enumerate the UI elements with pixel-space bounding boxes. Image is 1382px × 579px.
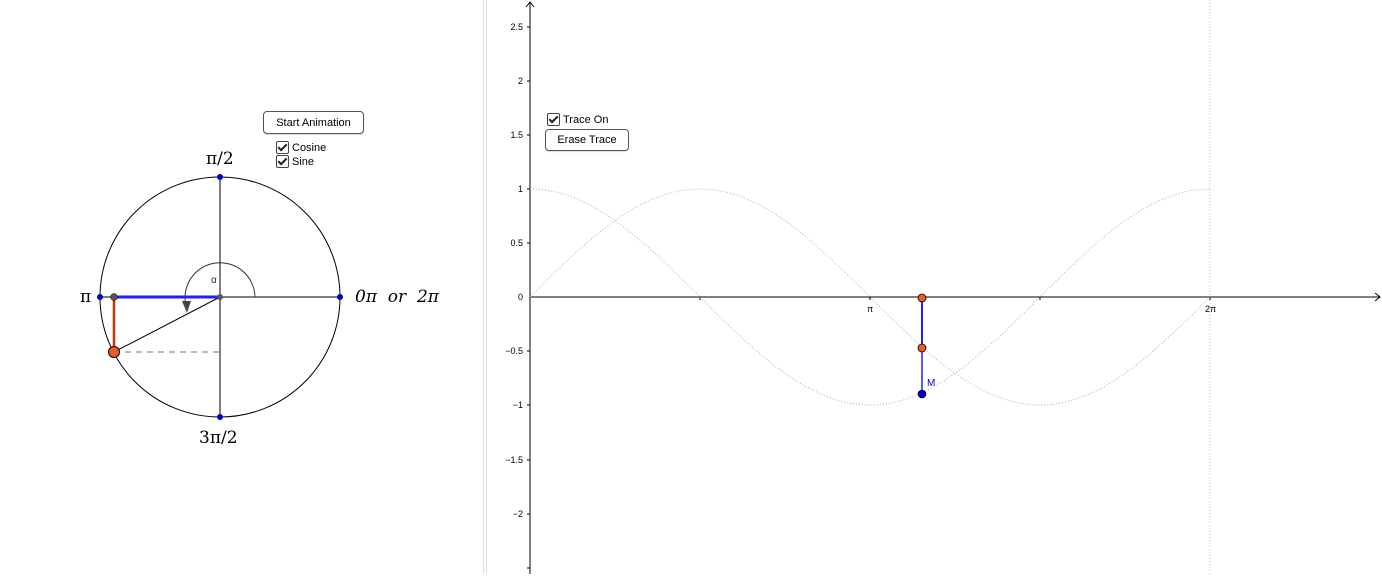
y-axis-ticks: 2.5 2 1.5 1 0.5 0 −0.5 −1 −1.5 −2 — [505, 22, 530, 569]
label-pi-over-2: π/2 — [206, 149, 234, 169]
y-tick-label: 2 — [518, 76, 523, 86]
x-tick-label: 2π — [1205, 304, 1216, 314]
point-on-x-axis — [917, 293, 927, 303]
angle-label: α — [211, 275, 217, 286]
label-zero-or-2pi: 0π or 2π — [355, 287, 440, 307]
erase-trace-button[interactable]: Erase Trace — [545, 129, 629, 151]
start-animation-button[interactable]: Start Animation — [263, 111, 364, 134]
sine-trace-curve — [529, 188, 1211, 406]
y-tick-label: 1 — [518, 184, 523, 194]
point-M-label: M — [927, 378, 935, 389]
trace-on-label: Trace On — [563, 113, 609, 126]
view-divider[interactable] — [478, 0, 490, 574]
sine-checkbox-label: Sine — [292, 155, 315, 168]
checkbox-checked-icon[interactable] — [547, 113, 560, 126]
cosine-checkbox[interactable]: Cosine — [276, 141, 326, 154]
x-axis-arrow-icon — [1374, 292, 1381, 302]
point-cos-foot — [110, 293, 118, 301]
y-tick-label: 2.5 — [510, 22, 523, 32]
point-M — [917, 389, 927, 399]
angle-arrow-icon — [182, 301, 191, 313]
label-3pi-over-2: 3π/2 — [199, 428, 238, 448]
point-bottom — [217, 414, 223, 420]
y-axis-arrow-icon — [525, 1, 535, 8]
divider-line — [483, 0, 484, 574]
x-axis-ticks: π 2π — [699, 297, 1216, 314]
point-right — [337, 294, 343, 300]
y-tick-label: −2 — [513, 509, 523, 519]
point-left — [97, 294, 103, 300]
function-graph-view[interactable]: 2.5 2 1.5 1 0.5 0 −0.5 −1 −1.5 −2 π 2π — [490, 0, 1382, 574]
point-origin — [217, 294, 223, 300]
point-top — [217, 174, 223, 180]
label-pi: π — [80, 287, 91, 307]
checkbox-checked-icon[interactable] — [276, 155, 289, 168]
y-tick-label: 0.5 — [510, 238, 523, 248]
divider-line — [486, 0, 487, 574]
point-sine-value — [917, 343, 927, 353]
function-graph-canvas[interactable]: 2.5 2 1.5 1 0.5 0 −0.5 −1 −1.5 −2 π 2π — [490, 0, 1382, 574]
point-on-circle[interactable] — [108, 346, 120, 358]
y-tick-label: 1.5 — [510, 130, 523, 140]
trace-on-checkbox[interactable]: Trace On — [547, 113, 608, 126]
cosine-checkbox-label: Cosine — [292, 141, 327, 154]
sine-checkbox[interactable]: Sine — [276, 155, 314, 168]
x-tick-label: π — [867, 304, 873, 314]
y-tick-label: −0.5 — [505, 346, 523, 356]
unit-circle-canvas[interactable]: α π/2 π 0π or 2π 3π/2 — [0, 0, 478, 574]
radius-line — [113, 296, 221, 353]
unit-circle-view[interactable]: α π/2 π 0π or 2π 3π/2 Start Animation Co… — [0, 0, 478, 574]
checkbox-checked-icon[interactable] — [276, 141, 289, 154]
y-tick-label: −1 — [513, 400, 523, 410]
angle-arc — [184, 262, 256, 307]
y-tick-label: 0 — [518, 292, 523, 302]
y-tick-label: −1.5 — [505, 455, 523, 465]
